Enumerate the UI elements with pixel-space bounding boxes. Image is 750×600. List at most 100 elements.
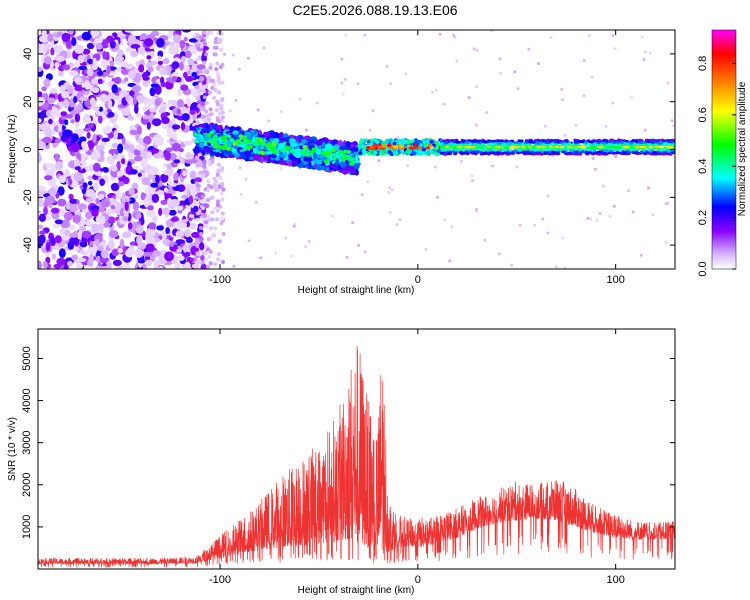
heatmap-cell bbox=[199, 232, 204, 236]
heatmap-cell bbox=[79, 241, 88, 248]
heatmap-cell bbox=[74, 246, 80, 252]
heatmap-cell bbox=[483, 238, 487, 242]
heatmap-cell bbox=[41, 86, 47, 92]
heatmap-cell bbox=[129, 169, 138, 175]
heatmap-cell bbox=[87, 58, 94, 65]
heatmap-cell bbox=[106, 65, 111, 75]
heatmap-cell bbox=[200, 194, 205, 199]
heatmap-cell bbox=[78, 65, 88, 71]
heatmap-cell bbox=[517, 148, 522, 151]
heatmap-cell bbox=[77, 54, 85, 64]
heatmap-cell bbox=[428, 145, 434, 148]
heatmap-cell bbox=[158, 190, 165, 196]
heatmap-cell bbox=[516, 151, 521, 155]
heatmap-cell bbox=[143, 115, 149, 120]
heatmap-cell bbox=[554, 265, 558, 269]
heatmap-cell bbox=[448, 259, 452, 263]
heatmap-cell bbox=[215, 71, 220, 76]
heatmap-cell bbox=[200, 254, 205, 261]
heatmap-cell bbox=[344, 33, 348, 37]
y-tick-label: 2000 bbox=[21, 473, 33, 497]
heatmap-cell bbox=[219, 166, 223, 170]
heatmap-cell bbox=[274, 251, 278, 255]
heatmap-cell bbox=[133, 194, 139, 199]
heatmap-cell bbox=[537, 62, 541, 66]
heatmap-cell bbox=[69, 236, 79, 245]
heatmap-cell bbox=[176, 248, 183, 253]
heatmap-cell bbox=[562, 139, 567, 143]
heatmap-cell bbox=[132, 201, 140, 211]
heatmap-cell bbox=[115, 189, 121, 200]
heatmap-cell bbox=[611, 152, 616, 155]
heatmap-cell bbox=[210, 210, 215, 215]
heatmap-cell bbox=[58, 71, 64, 77]
heatmap-cell bbox=[177, 89, 183, 97]
heatmap-cell bbox=[304, 128, 308, 132]
heatmap-cell bbox=[204, 257, 209, 262]
heatmap-cell bbox=[494, 145, 500, 149]
heatmap-cell bbox=[100, 39, 110, 49]
heatmap-cell bbox=[183, 36, 188, 42]
heatmap-cell bbox=[61, 32, 71, 43]
heatmap-cell bbox=[285, 142, 291, 147]
heatmap-cell bbox=[668, 152, 673, 156]
heatmap-cell bbox=[169, 182, 178, 187]
heatmap-cell bbox=[217, 119, 221, 124]
heatmap-cell bbox=[246, 135, 253, 140]
heatmap-cell bbox=[92, 106, 100, 111]
heatmap-cell bbox=[53, 44, 64, 53]
heatmap-cell bbox=[81, 141, 87, 149]
heatmap-cell bbox=[42, 261, 48, 269]
heatmap-cell bbox=[604, 152, 609, 156]
heatmap-cell bbox=[142, 76, 150, 81]
heatmap-cell bbox=[112, 153, 118, 160]
heatmap-cell bbox=[82, 182, 88, 190]
heatmap-cell bbox=[85, 211, 93, 220]
heatmap-cell bbox=[147, 230, 157, 237]
heatmap-cell bbox=[555, 139, 560, 143]
heatmap-cell bbox=[549, 36, 553, 39]
heatmap-cell bbox=[258, 138, 264, 142]
heatmap-cell bbox=[164, 151, 171, 161]
heatmap-cell bbox=[298, 97, 302, 101]
heatmap-cell bbox=[515, 145, 521, 149]
heatmap-cell bbox=[147, 34, 155, 40]
heatmap-cell bbox=[170, 198, 180, 208]
heatmap-cell bbox=[182, 170, 188, 177]
heatmap-cell bbox=[38, 213, 47, 222]
heatmap-cell bbox=[143, 251, 153, 257]
heatmap-cell bbox=[199, 242, 205, 251]
heatmap-cell bbox=[137, 258, 146, 264]
bottom-x-axis-label: Height of straight line (km) bbox=[298, 585, 415, 596]
heatmap-cell bbox=[82, 48, 91, 55]
heatmap-cell bbox=[338, 149, 344, 154]
heatmap-cell bbox=[194, 195, 199, 200]
heatmap-cell bbox=[195, 120, 200, 125]
heatmap-cell bbox=[498, 57, 502, 61]
heatmap-cell bbox=[91, 86, 100, 94]
heatmap-cell bbox=[150, 83, 160, 88]
heatmap-cell bbox=[607, 142, 612, 146]
heatmap-cell bbox=[676, 146, 680, 149]
heatmap-cell bbox=[488, 142, 493, 146]
heatmap-cell bbox=[216, 252, 221, 257]
heatmap-cell bbox=[176, 99, 184, 108]
heatmap-cell bbox=[216, 199, 220, 204]
heatmap-cell bbox=[608, 215, 612, 218]
heatmap-cell bbox=[175, 185, 180, 191]
heatmap-cell bbox=[510, 145, 516, 149]
heatmap-cell bbox=[180, 122, 186, 131]
heatmap-cell bbox=[128, 143, 135, 154]
heatmap-cell bbox=[453, 35, 457, 39]
heatmap-cell bbox=[331, 139, 338, 144]
heatmap-cell bbox=[203, 30, 208, 35]
heatmap-cell bbox=[208, 249, 213, 254]
heatmap-cell bbox=[563, 266, 567, 269]
heatmap-cell bbox=[126, 165, 131, 172]
heatmap-cell bbox=[672, 150, 675, 154]
heatmap-cell bbox=[574, 150, 579, 154]
heatmap-cell bbox=[253, 141, 258, 146]
heatmap-cell bbox=[97, 245, 104, 252]
heatmap-cell bbox=[147, 66, 154, 73]
heatmap-cell bbox=[111, 165, 118, 172]
